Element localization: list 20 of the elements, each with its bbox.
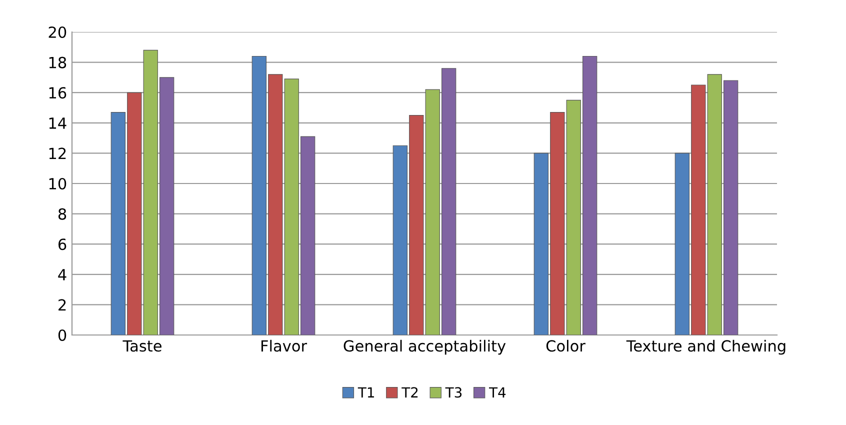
- legend-label: T1: [358, 387, 374, 398]
- y-tick-label: 8: [58, 208, 66, 220]
- legend-label: T4: [489, 387, 506, 398]
- y-tick-label: 2: [58, 299, 66, 311]
- y-tick-label: 16: [49, 87, 66, 99]
- y-tick-label: 0: [58, 329, 66, 342]
- y-tick-label: 14: [49, 118, 66, 129]
- x-tick-label: Texture and Chewing: [626, 340, 786, 355]
- x-tick-label: Color: [546, 340, 586, 352]
- legend-label: T2: [402, 387, 418, 398]
- x-tick-label: Taste: [122, 340, 162, 352]
- y-tick-label: 12: [49, 148, 66, 160]
- x-tick-label: General acceptability: [344, 340, 506, 355]
- y-tick-label: 10: [49, 178, 66, 190]
- y-tick-label: 20: [48, 26, 66, 38]
- x-tick-label: Flavor: [261, 340, 308, 352]
- legend-label: T3: [445, 387, 462, 398]
- y-tick-label: 4: [58, 269, 66, 280]
- y-tick-label: 18: [49, 56, 66, 68]
- y-tick-label: 6: [58, 238, 66, 250]
